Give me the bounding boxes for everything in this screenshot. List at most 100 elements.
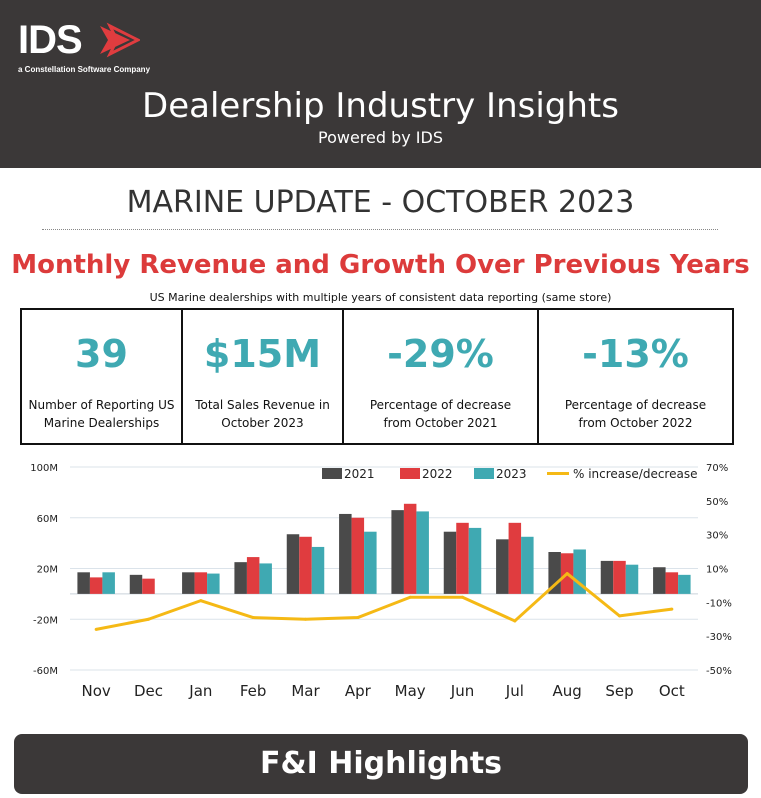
stat-dealerships: 39 Number of Reporting US Marine Dealers… [22,310,183,443]
line-point [356,616,360,620]
stat-decrease-2021: -29% Percentage of decrease from October… [344,310,539,443]
logo-text: IDS [18,18,83,62]
bar-2021 [286,534,300,594]
x-tick-label: Jul [505,682,524,700]
y-left-tick-label: -20M [33,615,58,626]
y-right-tick-label: -50% [706,666,732,677]
bar-2021 [77,572,90,594]
revenue-chart: 100M 60M 20M -20M -60M 70% 50% 30% 10% -10% -30% -5… [0,455,761,725]
bar-2022 [246,557,260,594]
line-series-percent-change [95,572,673,631]
bar-2021 [234,562,247,594]
legend-label: 2022 [422,467,453,481]
bar-2021 [129,574,143,594]
stat-decrease-2022: -13% Percentage of decrease from October… [539,310,732,443]
bar-2023 [468,527,482,594]
line-point [94,627,98,631]
page-subtitle: Powered by IDS [317,128,443,147]
stats-panel: 39 Number of Reporting US Marine Dealers… [20,308,734,445]
stat-value: -29% [387,332,494,376]
y-right-tick-label: -10% [706,598,732,609]
line-point [670,607,674,611]
line-point [199,599,203,603]
section-title: Monthly Revenue and Growth Over Previous… [11,250,750,280]
stat-label: Total Sales Revenue in October 2023 [195,398,330,430]
x-tick-label: Feb [240,682,267,700]
bar-2022 [456,522,469,594]
x-tick-label: Sep [605,682,633,700]
x-tick-label: Apr [345,682,372,700]
bar-2023 [207,573,220,594]
y-right-tick-label: 70% [706,463,728,474]
x-tick-label: Dec [134,682,163,700]
x-tick-label: Oct [659,682,685,700]
bar-2023 [678,574,691,594]
bar-2023 [364,531,377,594]
bar-2023 [311,546,325,594]
page-title: Dealership Industry Insights [142,86,619,126]
line-point [618,614,621,618]
logo-tagline: a Constellation Software Company [18,65,151,74]
y-left-tick-label: 100M [30,463,58,474]
x-tick-label: Nov [82,682,111,700]
line-point [304,617,307,621]
bar-2022 [351,517,365,594]
x-tick-label: May [395,682,426,700]
line-point [408,595,412,599]
bar-2022 [403,503,417,594]
stat-label: Percentage of decrease from October 2021 [369,398,512,430]
ids-logo: IDS a Constellation Software Company [18,18,158,78]
bar-2023 [625,564,639,594]
bar-2023 [416,511,429,594]
bar-2022 [665,572,679,594]
stat-value: $15M [203,332,322,376]
bar-2021 [600,560,614,594]
bar-2021 [339,513,352,594]
update-title: MARINE UPDATE - OCTOBER 2023 [126,185,635,220]
line-point [565,572,569,576]
line-point [147,617,150,621]
line-point [513,619,517,623]
stat-label: Number of Reporting US Marine Dealership… [28,398,175,430]
bar-2021 [653,567,666,594]
bar-2023 [259,563,272,594]
bar-2021 [391,510,404,594]
y-right-tick-label: 50% [706,497,728,508]
bar-2022 [194,572,208,594]
bar-2022 [142,578,155,594]
bar-2021 [182,572,195,594]
legend-swatch [474,468,494,479]
line-point [461,595,464,599]
bar-2022 [89,577,103,594]
y-left-tick-label: 20M [37,565,58,576]
stat-label: Percentage of decrease from October 2022 [564,398,707,430]
x-tick-label: Mar [291,682,320,700]
bar-2022 [613,560,626,594]
revenue-chart-svg: 100M 60M 20M -20M -60M 70% 50% 30% 10% -10% -30% -5… [30,463,732,700]
logo-arrow-icon [100,22,140,58]
bar-2021 [443,531,457,594]
bar-2021 [496,539,509,594]
divider [42,229,718,230]
data-note: US Marine dealerships with multiple year… [149,291,612,304]
header: IDS a Constellation Software Company Dea… [0,0,761,168]
legend-swatch [322,468,342,479]
x-tick-label: Jan [188,682,212,700]
y-left-tick-label: -60M [33,666,58,677]
y-right-tick-label: 30% [706,531,728,542]
stat-revenue: $15M Total Sales Revenue in October 2023 [183,310,344,443]
fi-highlights-banner: F&I Highlights [14,734,748,794]
legend-swatch [400,468,420,479]
y-right-tick-label: -30% [706,632,732,643]
line-point [251,616,255,620]
bar-2023 [102,572,115,594]
bar-2023 [521,536,534,594]
stat-value: 39 [75,332,128,376]
legend-label: 2023 [496,467,527,481]
x-tick-label: Jun [450,682,474,700]
legend-label: 2021 [344,467,375,481]
x-tick-label: Aug [553,682,582,700]
y-right-tick-label: 10% [706,565,728,576]
y-left-tick-label: 60M [37,514,58,525]
stat-value: -13% [582,332,689,376]
